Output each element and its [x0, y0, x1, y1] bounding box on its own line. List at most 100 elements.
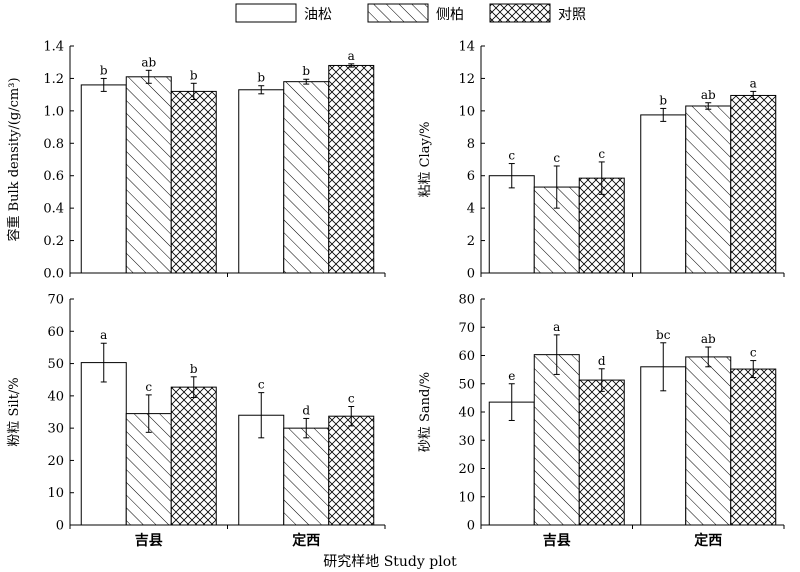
significance-letter: ab [141, 55, 156, 69]
legend: 油松 侧柏 对照 [235, 3, 586, 23]
legend-swatch-duizhao [489, 3, 551, 23]
significance-letter: ab [701, 332, 716, 346]
significance-letter: ab [701, 88, 716, 102]
bar-youson [80, 362, 127, 526]
y-axis-label: 粘粒 Clay/% [418, 121, 433, 197]
significance-letter: e [508, 369, 515, 383]
bar-youson [640, 114, 687, 274]
y-tick-label: 50 [47, 357, 64, 372]
y-tick-label: 0.2 [43, 234, 64, 249]
y-tick-label: 20 [47, 454, 64, 469]
x-axis-title: 研究样地 Study plot [323, 554, 457, 570]
bar-cebai [533, 354, 580, 526]
bar-youson [238, 89, 285, 274]
bar-youson [488, 401, 535, 526]
y-tick-label: 14 [458, 40, 475, 55]
chart-panel-bottom-left: 0 10 20 30 40 50 60 70 粉粒 Silt/% 吉县 a c b 定西 c d c [7, 293, 386, 549]
legend-swatch-cebai [367, 3, 429, 23]
y-tick-label: 4 [467, 202, 475, 217]
y-tick-label: 50 [458, 377, 475, 392]
significance-letter: c [258, 378, 265, 392]
bar-cebai [685, 356, 732, 526]
significance-letter: b [659, 93, 667, 107]
significance-letter: b [100, 63, 108, 77]
legend-item-duizhao: 对照 [489, 3, 586, 23]
y-tick-label: 30 [47, 422, 64, 437]
legend-label-duizhao: 对照 [558, 7, 586, 23]
y-tick-label: 6 [467, 169, 475, 184]
legend-item-cebai: 侧柏 [367, 3, 464, 23]
y-tick-label: 2 [467, 234, 475, 249]
y-tick-label: 1.2 [43, 72, 64, 87]
y-tick-label: 0.0 [43, 267, 64, 282]
y-tick-label: 10 [47, 486, 64, 501]
significance-letter: c [553, 151, 560, 165]
significance-letter: b [190, 362, 198, 376]
x-category-label: 定西 [694, 532, 722, 549]
significance-letter: a [100, 328, 107, 342]
bar-duizhao [170, 386, 217, 526]
y-tick-label: 10 [458, 104, 475, 119]
y-tick-label: 0 [467, 267, 475, 282]
significance-letter: b [302, 64, 310, 78]
bar-youson [488, 175, 535, 274]
bar-duizhao [170, 90, 217, 274]
y-tick-label: 1.0 [43, 104, 64, 119]
significance-letter: c [598, 147, 605, 161]
significance-letter: b [190, 68, 198, 82]
legend-item-youson: 油松 [235, 3, 332, 23]
legend-swatch-youson [235, 3, 297, 23]
chart-panel-top-right: 0 2 4 6 8 10 12 14 粘粒 Clay/% c c c b ab a [418, 40, 785, 282]
y-tick-label: 80 [458, 293, 475, 308]
significance-letter: c [750, 346, 757, 360]
y-tick-label: 0.8 [43, 137, 64, 152]
significance-letter: c [508, 149, 515, 163]
y-axis-label: 砂粒 Sand/% [418, 372, 433, 452]
bar-duizhao [730, 94, 777, 274]
y-tick-label: 10 [458, 490, 475, 505]
x-category-label: 吉县 [543, 532, 571, 549]
y-tick-label: 0.6 [43, 169, 64, 184]
y-tick-label: 1.4 [43, 40, 64, 55]
bar-youson [80, 84, 127, 274]
y-tick-label: 40 [47, 389, 64, 404]
y-tick-label: 0.4 [43, 202, 64, 217]
x-category-label: 吉县 [135, 532, 163, 549]
bar-youson [640, 366, 687, 526]
y-tick-label: 70 [47, 293, 64, 308]
bar-cebai [125, 76, 172, 274]
bar-duizhao [578, 379, 625, 526]
y-tick-label: 8 [467, 137, 475, 152]
y-tick-label: 60 [47, 325, 64, 340]
y-tick-label: 30 [458, 434, 475, 449]
significance-letter: c [145, 380, 152, 394]
significance-letter: bc [656, 328, 671, 342]
legend-label-cebai: 侧柏 [436, 7, 464, 23]
y-tick-label: 0 [467, 519, 475, 534]
chart-panel-bottom-right: 0 10 20 30 40 50 60 70 80 砂粒 Sand/% 吉县 e a d 定西 bc ab c [418, 293, 785, 549]
bar-cebai [685, 105, 732, 274]
y-tick-label: 0 [56, 519, 64, 534]
x-category-label: 定西 [292, 532, 320, 549]
y-tick-label: 20 [458, 462, 475, 477]
bar-duizhao [328, 415, 375, 526]
y-tick-label: 12 [458, 72, 475, 87]
significance-letter: a [750, 76, 757, 90]
bar-duizhao [328, 64, 375, 274]
legend-label-youson: 油松 [304, 7, 332, 23]
y-tick-label: 60 [458, 349, 475, 364]
y-axis-label: 粉粒 Silt/% [7, 377, 22, 446]
significance-letter: a [348, 49, 355, 63]
bar-duizhao [730, 368, 777, 526]
chart-panel-top-left: 0.0 0.2 0.4 0.6 0.8 1.0 1.2 1.4 容重 Bulk density/… [6, 40, 386, 282]
bar-cebai [283, 81, 330, 274]
significance-letter: c [348, 392, 355, 406]
significance-letter: d [302, 403, 310, 417]
y-axis-label: 容重 Bulk density/(g/cm³) [6, 77, 22, 241]
y-tick-label: 40 [458, 406, 475, 421]
significance-letter: b [257, 71, 265, 85]
significance-letter: d [598, 354, 606, 368]
significance-letter: a [553, 320, 560, 334]
y-tick-label: 70 [458, 321, 475, 336]
